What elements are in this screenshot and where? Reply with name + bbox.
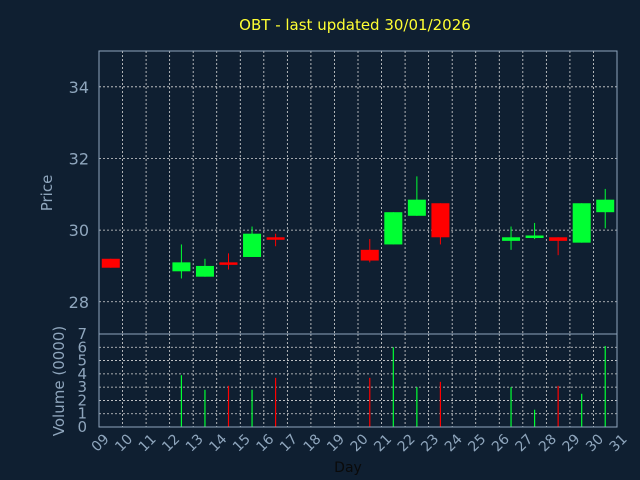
x-tick-label: 21 — [371, 431, 395, 455]
candle-body — [407, 199, 426, 216]
volume-tick-label: 5 — [77, 352, 87, 370]
x-tick-label: 23 — [418, 431, 442, 455]
price-candles — [101, 176, 615, 279]
volume-tick-label: 4 — [77, 365, 87, 383]
price-tick-label: 30 — [69, 221, 89, 240]
x-tick-label: 15 — [230, 431, 254, 455]
x-tick-label: 31 — [607, 431, 631, 455]
x-tick-label: 27 — [513, 431, 537, 455]
x-tick-label: 13 — [183, 431, 207, 455]
candle-body — [172, 262, 191, 272]
price-tick-label: 34 — [69, 78, 89, 97]
volume-tick-label: 3 — [77, 378, 87, 396]
candle-12 — [172, 244, 191, 279]
volume-tick-label: 0 — [77, 418, 87, 436]
candle-body — [549, 237, 568, 241]
x-tick-label: 16 — [254, 431, 278, 455]
volume-axis-frame — [98, 333, 618, 428]
volume-tick-label: 7 — [77, 325, 87, 343]
candle-body — [431, 203, 450, 238]
volume-grid — [98, 333, 618, 428]
x-tick-label: 29 — [560, 431, 584, 455]
x-tick-label: 11 — [136, 431, 160, 455]
price-tick-labels: 28 30 32 34 — [69, 78, 89, 312]
x-tick-label: 26 — [489, 431, 513, 455]
candle-23 — [431, 203, 450, 245]
x-tick-label: 18 — [301, 431, 325, 455]
candle-28 — [549, 237, 568, 256]
candle-29 — [572, 203, 591, 243]
x-tick-label: 28 — [536, 431, 560, 455]
x-tick-label: 20 — [348, 431, 372, 455]
price-panel: 28 30 32 34 Price — [38, 50, 618, 335]
volume-tick-label: 2 — [77, 391, 87, 409]
volume-tick-label: 6 — [77, 338, 87, 356]
x-tick-label: 19 — [324, 431, 348, 455]
candle-body — [101, 258, 120, 268]
candle-22 — [407, 176, 426, 216]
candle-body — [596, 199, 615, 213]
price-axis-label: Price — [38, 175, 56, 212]
candle-body — [502, 237, 521, 241]
candle-27 — [525, 222, 544, 240]
candle-21 — [384, 212, 403, 245]
candle-16 — [266, 233, 285, 247]
price-grid — [98, 51, 618, 334]
price-tick-label: 32 — [69, 149, 89, 168]
candle-body — [219, 262, 238, 265]
candle-body — [266, 237, 285, 240]
candle-body — [243, 233, 262, 257]
x-tick-label: 24 — [442, 431, 466, 455]
x-tick-labels: 09 10 11 12 13 14 15 16 17 18 19 20 21 22 23 24 25 26 27 28… — [89, 431, 631, 455]
volume-bars — [180, 345, 606, 427]
candle-body — [360, 249, 379, 261]
x-tick-label: 14 — [206, 431, 230, 455]
candle-9 — [101, 258, 120, 268]
volume-tick-label: 1 — [77, 405, 87, 423]
x-tick-label: 25 — [465, 431, 489, 455]
candle-body — [195, 265, 214, 277]
x-tick-label: 17 — [277, 431, 301, 455]
chart-title: OBT - last updated 30/01/2026 — [239, 16, 471, 34]
candle-body — [525, 235, 544, 238]
volume-axis-label: Volume (0000) — [50, 326, 68, 436]
x-tick-label: 10 — [112, 431, 136, 455]
candle-20 — [360, 239, 379, 263]
price-tick-label: 28 — [69, 293, 89, 312]
candle-15 — [243, 226, 262, 257]
candle-body — [572, 203, 591, 243]
candle-14 — [219, 253, 238, 270]
candle-body — [384, 212, 403, 245]
x-tick-label: 09 — [89, 431, 113, 455]
candle-26 — [502, 226, 521, 250]
x-tick-label: 22 — [395, 431, 419, 455]
x-tick-label: 12 — [159, 431, 183, 455]
candle-30 — [596, 188, 615, 229]
x-tick-label: 30 — [583, 431, 607, 455]
candle-13 — [195, 258, 214, 277]
x-axis-label: Day — [334, 460, 362, 476]
